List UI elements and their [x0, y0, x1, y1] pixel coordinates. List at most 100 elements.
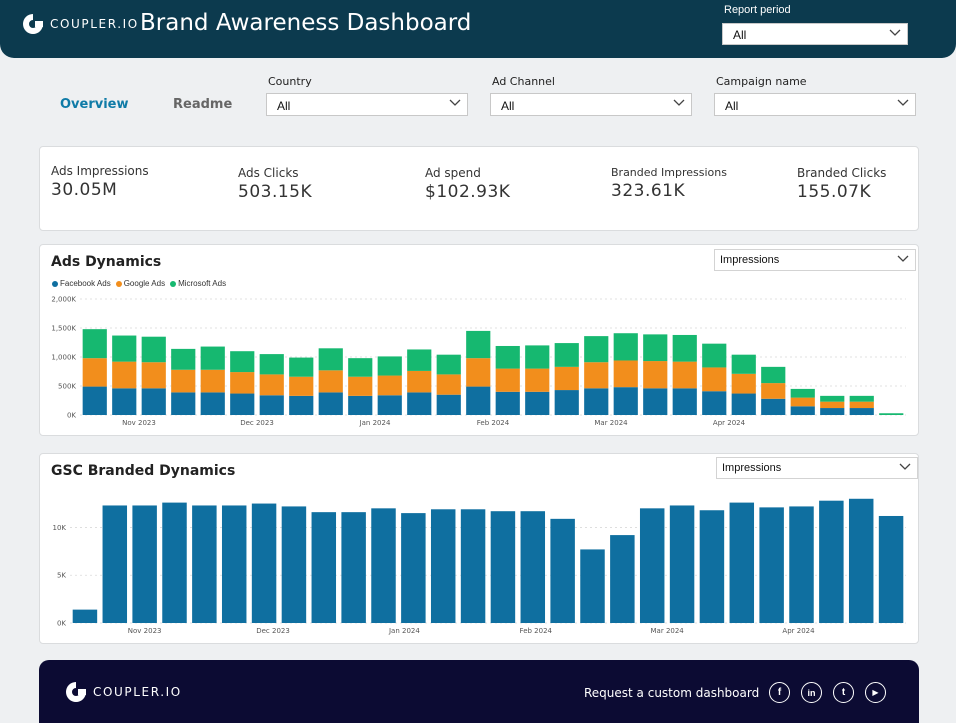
bar-gsc-impressions — [460, 509, 486, 623]
bar-facebook-ads — [702, 391, 727, 415]
bar-google-ads — [377, 375, 402, 396]
bar-google-ads — [613, 360, 638, 388]
bar-gsc-impressions — [490, 511, 516, 623]
tab-overview[interactable]: Overview — [60, 97, 129, 112]
coupler-logo[interactable]: COUPLER.IO — [22, 13, 139, 35]
footer-logo[interactable]: COUPLER.IO — [65, 681, 182, 703]
bar-gsc-impressions — [819, 500, 844, 623]
bar-microsoft-ads — [318, 348, 343, 371]
y-tick-label: 500K — [58, 383, 76, 391]
ad-channel-select[interactable]: All — [490, 93, 692, 116]
legend-item-facebook[interactable]: Facebook Ads — [52, 279, 111, 288]
ads-dynamics-card: Ads Dynamics Impressions Facebook Ads Go… — [39, 244, 919, 436]
bar-facebook-ads — [643, 388, 668, 415]
bar-microsoft-ads — [407, 349, 432, 371]
ad-channel-label: Ad Channel — [492, 75, 555, 88]
bar-facebook-ads — [377, 395, 402, 415]
y-tick-label: 1,500K — [51, 325, 76, 333]
bar-gsc-impressions — [311, 512, 337, 623]
kpi-value: 155.07K — [797, 182, 872, 202]
x-tick-label: Jan 2024 — [359, 419, 391, 427]
tab-readme[interactable]: Readme — [173, 97, 233, 112]
bar-facebook-ads — [407, 392, 432, 415]
bar-microsoft-ads — [348, 358, 373, 377]
y-tick-label: 5K — [57, 572, 66, 580]
bar-gsc-impressions — [729, 502, 755, 623]
kpi-label: Ads Clicks — [238, 166, 299, 180]
kpi-branded-clicks: Branded Clicks 155.07K — [797, 166, 886, 202]
bar-google-ads — [849, 401, 874, 409]
header-bar: COUPLER.IO Brand Awareness Dashboard Rep… — [0, 0, 956, 58]
bar-google-ads — [348, 376, 373, 396]
country-value: All — [277, 99, 291, 113]
x-tick-label: Dec 2023 — [256, 627, 290, 635]
chevron-down-icon — [897, 99, 909, 106]
request-dashboard-link[interactable]: Request a custom dashboard — [584, 686, 760, 700]
bar-facebook-ads — [259, 395, 284, 415]
bar-microsoft-ads — [525, 345, 550, 369]
bar-google-ads — [436, 374, 461, 395]
youtube-icon[interactable]: ▶ — [865, 682, 886, 703]
legend-dot — [115, 280, 122, 287]
country-select[interactable]: All — [266, 93, 468, 116]
footer-bar: COUPLER.IO Request a custom dashboard f … — [39, 660, 919, 723]
bar-google-ads — [112, 361, 137, 389]
bar-microsoft-ads — [643, 334, 668, 362]
linkedin-icon[interactable]: in — [801, 682, 822, 703]
bar-facebook-ads — [200, 392, 225, 415]
twitter-icon[interactable]: t — [833, 682, 854, 703]
bar-google-ads — [141, 362, 166, 389]
chevron-down-icon — [673, 99, 685, 106]
bar-facebook-ads — [82, 386, 107, 415]
bar-google-ads — [731, 373, 756, 394]
bar-microsoft-ads — [289, 357, 314, 377]
bar-google-ads — [466, 358, 491, 387]
bar-facebook-ads — [230, 393, 255, 415]
bar-facebook-ads — [613, 387, 638, 415]
gsc-metric-select[interactable]: Impressions — [716, 457, 918, 479]
legend-item-microsoft[interactable]: Microsoft Ads — [170, 279, 226, 288]
chevron-down-icon — [899, 463, 911, 470]
y-tick-label: 0K — [57, 620, 66, 628]
bar-gsc-impressions — [610, 535, 635, 623]
bar-microsoft-ads — [613, 333, 638, 361]
bar-microsoft-ads — [672, 334, 697, 362]
bar-microsoft-ads — [495, 345, 520, 369]
bar-gsc-impressions — [639, 508, 665, 623]
legend-label: Google Ads — [123, 279, 166, 288]
ad-channel-value: All — [501, 99, 515, 113]
legend-item-google[interactable]: Google Ads — [115, 279, 166, 288]
x-tick-label: Feb 2024 — [520, 627, 553, 635]
report-period-select[interactable]: All — [722, 23, 908, 45]
bar-microsoft-ads — [879, 413, 904, 415]
bar-google-ads — [407, 370, 432, 393]
x-tick-label: Nov 2023 — [128, 627, 162, 635]
report-period-value: All — [733, 28, 747, 42]
legend-dot — [52, 280, 58, 287]
bar-google-ads — [820, 401, 845, 409]
ads-metric-value: Impressions — [720, 254, 780, 266]
kpi-ads-clicks: Ads Clicks 503.15K — [238, 166, 312, 202]
bar-google-ads — [790, 397, 815, 407]
y-tick-label: 0K — [67, 412, 76, 420]
bar-microsoft-ads — [820, 395, 845, 402]
legend-dot — [170, 280, 177, 287]
country-label: Country — [268, 75, 312, 88]
bar-gsc-impressions — [759, 507, 784, 623]
facebook-icon[interactable]: f — [769, 682, 790, 703]
kpi-value: $102.93K — [425, 182, 511, 202]
bar-google-ads — [82, 358, 107, 387]
bar-gsc-impressions — [221, 505, 247, 623]
legend-label: Microsoft Ads — [178, 279, 227, 288]
campaign-name-select[interactable]: All — [714, 93, 916, 116]
bar-google-ads — [259, 374, 284, 396]
bar-gsc-impressions — [699, 510, 725, 623]
bar-gsc-impressions — [371, 508, 396, 623]
kpi-ad-spend: Ad spend $102.93K — [425, 166, 510, 202]
ads-dynamics-title: Ads Dynamics — [51, 254, 162, 270]
ads-metric-select[interactable]: Impressions — [714, 249, 916, 271]
bar-google-ads — [761, 383, 786, 399]
bar-gsc-impressions — [430, 509, 456, 623]
bar-facebook-ads — [731, 393, 756, 415]
